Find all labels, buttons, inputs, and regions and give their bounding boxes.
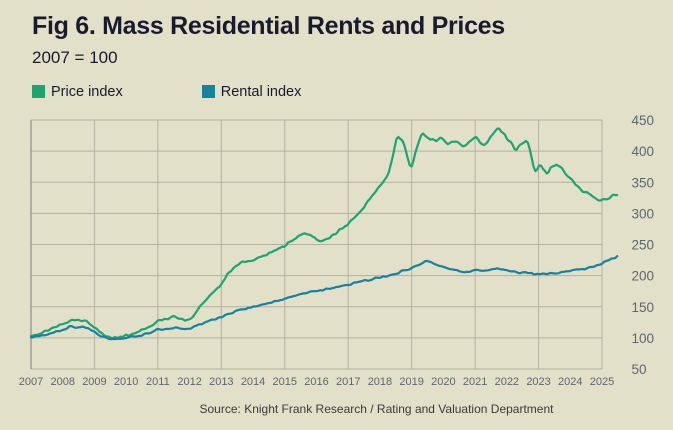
svg-text:400: 400: [632, 144, 655, 159]
svg-text:2009: 2009: [82, 376, 106, 388]
svg-text:300: 300: [632, 206, 655, 221]
svg-text:2019: 2019: [399, 376, 423, 388]
svg-text:50: 50: [632, 362, 647, 377]
svg-text:2023: 2023: [526, 376, 550, 388]
svg-text:2011: 2011: [146, 376, 170, 388]
svg-text:200: 200: [632, 269, 655, 284]
svg-text:2020: 2020: [431, 376, 455, 388]
svg-text:2015: 2015: [273, 376, 297, 388]
svg-text:100: 100: [632, 331, 655, 346]
svg-text:2021: 2021: [463, 376, 487, 388]
svg-text:2010: 2010: [114, 376, 138, 388]
svg-text:2025: 2025: [590, 376, 614, 388]
svg-text:2008: 2008: [50, 376, 74, 388]
svg-text:2013: 2013: [209, 376, 233, 388]
svg-text:2012: 2012: [177, 376, 201, 388]
svg-text:2007: 2007: [19, 376, 43, 388]
svg-text:2016: 2016: [304, 376, 328, 388]
svg-text:350: 350: [632, 175, 655, 190]
svg-text:2017: 2017: [336, 376, 360, 388]
svg-text:450: 450: [632, 113, 655, 128]
svg-text:2024: 2024: [558, 376, 582, 388]
svg-text:250: 250: [632, 238, 655, 253]
svg-text:150: 150: [632, 300, 655, 315]
svg-text:2014: 2014: [241, 376, 265, 388]
svg-text:2018: 2018: [368, 376, 392, 388]
svg-text:2022: 2022: [495, 376, 519, 388]
